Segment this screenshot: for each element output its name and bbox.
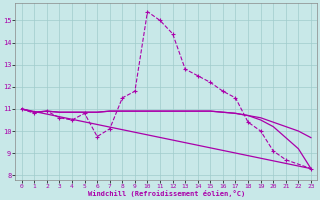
X-axis label: Windchill (Refroidissement éolien,°C): Windchill (Refroidissement éolien,°C) [88,190,245,197]
